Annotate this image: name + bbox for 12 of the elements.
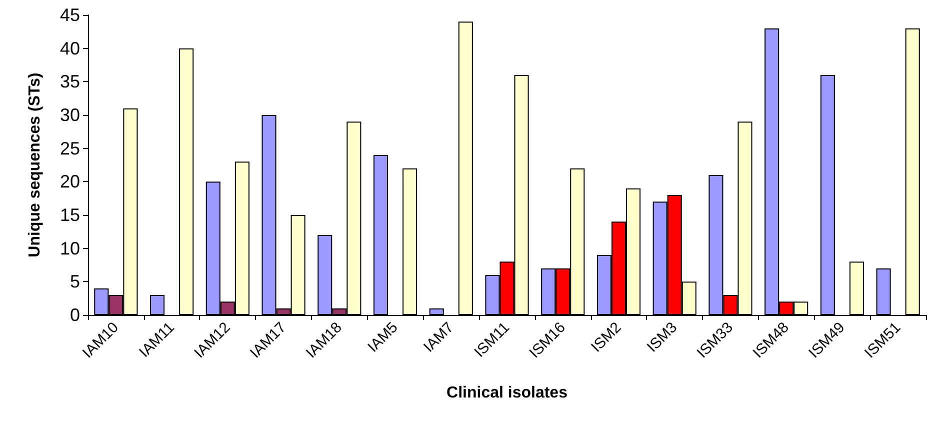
y-tick-label: 15 xyxy=(60,205,80,225)
y-tick-label: 10 xyxy=(60,238,80,258)
y-tick-label: 35 xyxy=(60,72,80,92)
y-tick-label: 25 xyxy=(60,138,80,158)
y-tick-label: 40 xyxy=(60,38,80,58)
x-axis-title: Clinical isolates xyxy=(446,384,568,402)
y-tick-label: 30 xyxy=(60,105,80,125)
y-tick-label: 0 xyxy=(70,305,80,325)
y-tick-label: 20 xyxy=(60,172,80,192)
y-axis-title: Unique sequences (STs) xyxy=(26,72,44,258)
y-tick-label: 45 xyxy=(60,5,80,25)
y-tick-label: 5 xyxy=(70,272,80,292)
